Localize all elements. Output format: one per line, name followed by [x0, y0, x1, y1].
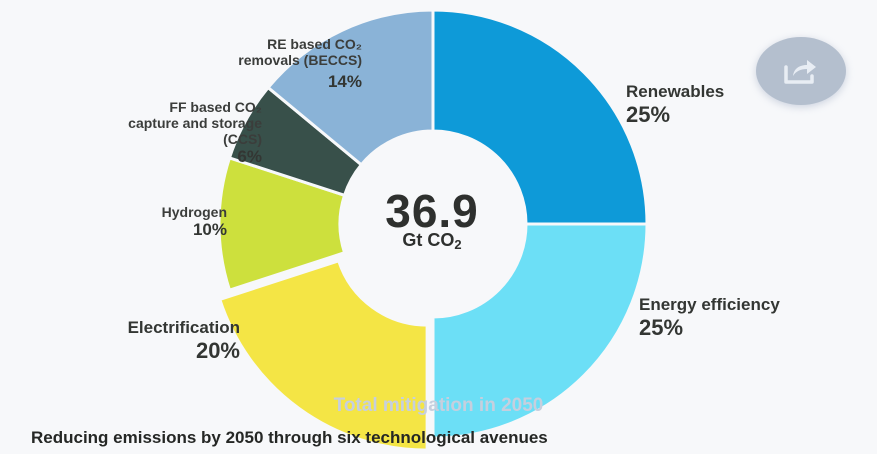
- slice-electrification: [217, 258, 429, 452]
- label-name-line-2: removals (BECCS): [238, 52, 362, 69]
- slice-energy-efficiency: [431, 222, 649, 440]
- label-percent: 25%: [626, 101, 671, 127]
- label-beccs: RE based CO₂ removals (BECCS) 14%: [180, 36, 362, 92]
- label-electrification: Electrification 20%: [60, 318, 240, 363]
- label-name: Energy efficiency: [639, 295, 780, 314]
- label-name-line-2: capture and storage: [128, 115, 262, 132]
- label-name-line-1: FF based CO₂: [169, 99, 262, 115]
- slice-renewables: [431, 8, 649, 226]
- center-total-value: 36.9: [385, 185, 479, 237]
- label-percent: 25%: [639, 314, 684, 340]
- label-hydrogen: Hydrogen 10%: [100, 204, 227, 240]
- label-name-line-1: RE based CO₂: [267, 36, 362, 52]
- label-percent: 20%: [195, 337, 240, 363]
- label-name: Renewables: [626, 82, 725, 101]
- slice-beccs: [265, 8, 435, 167]
- share-button[interactable]: [756, 37, 846, 105]
- center-unit-subscript: 2: [454, 237, 462, 253]
- center-unit: Gt CO2: [342, 230, 522, 251]
- label-percent: 6%: [237, 147, 262, 167]
- share-icon: [784, 60, 816, 84]
- chart-caption: Reducing emissions by 2050 through six t…: [31, 428, 548, 447]
- chart-title: Total mitigation in 2050: [333, 395, 544, 416]
- label-percent: 10%: [192, 220, 227, 240]
- donut-hole: [341, 132, 525, 316]
- label-name-line-3: (CCS): [223, 131, 262, 148]
- label-name: Hydrogen: [161, 204, 227, 220]
- label-energy-efficiency: Energy efficiency 25%: [639, 295, 780, 340]
- label-ccs: FF based CO₂ capture and storage (CCS) 6…: [60, 99, 262, 167]
- center-unit-prefix: Gt CO: [402, 230, 455, 250]
- label-name: Electrification: [127, 318, 240, 337]
- label-renewables: Renewables 25%: [626, 82, 724, 127]
- label-percent: 14%: [327, 72, 362, 92]
